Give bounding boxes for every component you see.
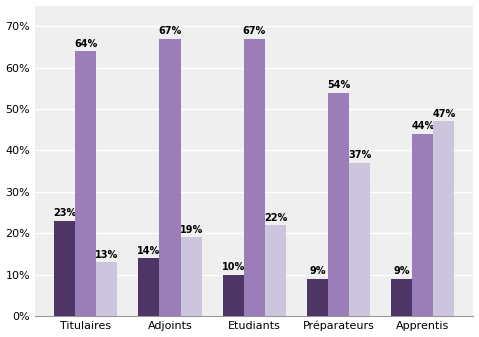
Bar [138,258,160,316]
Text: 37%: 37% [348,150,371,160]
Text: 9%: 9% [394,266,410,276]
Bar [96,262,117,316]
Bar [265,225,286,316]
Text: 44%: 44% [411,121,434,131]
Text: 47%: 47% [433,109,456,119]
Text: 67%: 67% [243,26,266,36]
Bar [181,237,202,316]
Text: 23%: 23% [53,208,76,218]
Bar [307,279,328,316]
Bar [391,279,412,316]
Text: 14%: 14% [137,246,160,256]
Bar [160,39,181,316]
Text: 10%: 10% [222,262,245,272]
Text: 64%: 64% [74,39,97,49]
Text: 9%: 9% [309,266,326,276]
Bar [433,121,455,316]
Text: 22%: 22% [264,213,287,222]
Text: 67%: 67% [159,26,182,36]
Bar [349,163,370,316]
Bar [75,51,96,316]
Text: 13%: 13% [95,250,118,260]
Bar [223,275,244,316]
Text: 54%: 54% [327,80,350,90]
Bar [244,39,265,316]
Bar [54,221,75,316]
Bar [328,92,349,316]
Bar [412,134,433,316]
Text: 19%: 19% [180,225,203,235]
